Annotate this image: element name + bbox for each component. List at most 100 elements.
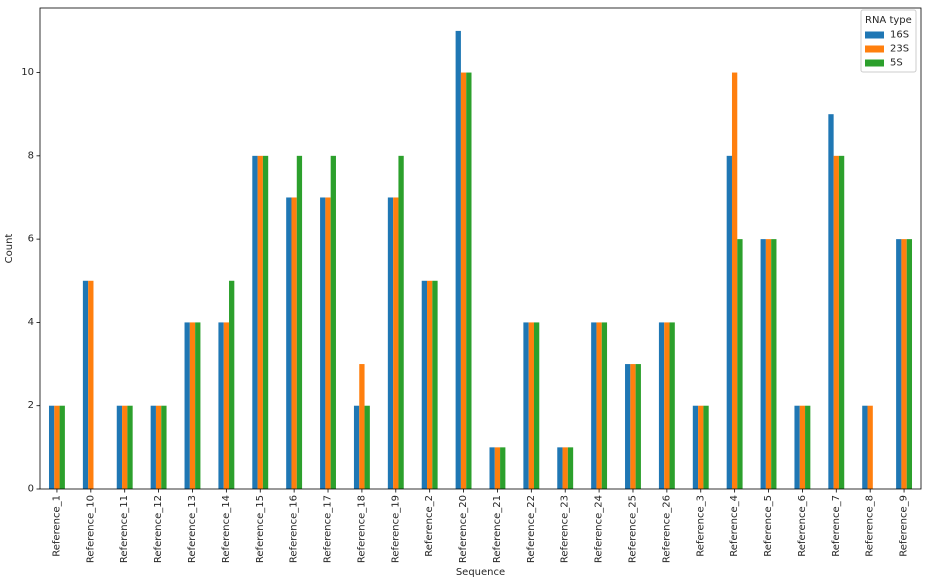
bar-5S-Reference_2 [432,280,438,489]
bar-23S-Reference_19 [393,197,399,490]
bar-23S-Reference_2 [427,280,433,489]
x-axis-ticks: Reference_1 Reference_10 Reference_11 Refer… [51,489,910,563]
bar-16S-Reference_10 [82,280,89,489]
legend-swatch-5S [865,59,884,67]
plot-frame [39,7,922,490]
bar-5S-Reference_14 [229,280,235,489]
x-axis-label: Sequence [456,567,505,578]
bar-23S-Reference_18 [359,364,365,489]
y-tick-label: 2 [28,400,34,411]
x-tick-label: Reference_9 [899,495,910,557]
x-tick-label: Reference_21 [492,495,503,563]
bar-16S-Reference_6 [794,405,800,489]
legend-swatch-16S [865,31,884,39]
legend-swatch-23S [865,45,884,53]
bar-23S-Reference_10 [88,280,94,489]
bar-23S-Reference_22 [528,322,534,489]
bar-23S-Reference_17 [325,197,331,490]
x-tick-label: Reference_10 [85,495,96,563]
x-tick-label: Reference_23 [560,495,571,563]
bar-5S-Reference_18 [364,405,370,489]
legend-label-5S: 5S [890,58,903,69]
bar-5S-Reference_9 [906,239,913,489]
bar-5S-Reference_11 [127,405,133,489]
bar-23S-Reference_11 [122,405,128,489]
bar-23S-Reference_16 [291,197,297,490]
y-tick-label: 6 [28,234,34,245]
x-tick-label: Reference_3 [695,495,706,557]
bar-16S-Reference_22 [523,322,529,489]
x-tick-label: Reference_18 [356,495,367,563]
x-tick-label: Reference_6 [797,495,808,557]
bar-23S-Reference_5 [765,239,772,489]
x-tick-label: Reference_26 [661,495,672,563]
bar-5S-Reference_16 [296,155,303,489]
legend-title: RNA type [865,15,912,26]
bar-23S-Reference_7 [833,155,839,489]
bar-23S-Reference_13 [189,322,196,489]
bar-5S-Reference_20 [466,72,472,490]
x-tick-label: Reference_19 [390,495,401,563]
bar-5S-Reference_13 [195,322,201,489]
x-tick-label: Reference_20 [458,495,469,563]
x-tick-label: Reference_4 [729,495,740,557]
y-tick-label: 10 [21,67,34,78]
bar-16S-Reference_13 [184,322,190,489]
bar-16S-Reference_1 [48,405,55,489]
y-tick-label: 8 [28,150,34,161]
bar-16S-Reference_3 [692,405,699,489]
bar-5S-Reference_22 [533,322,540,489]
bar-23S-Reference_4 [731,72,738,490]
y-tick-label: 0 [28,484,34,495]
bar-5S-Reference_5 [771,239,777,489]
bar-23S-Reference_24 [596,322,602,489]
bar-23S-Reference_23 [562,447,568,489]
y-tick-label: 4 [28,317,34,328]
bar-16S-Reference_20 [455,30,461,490]
bar-5S-Reference_23 [567,447,574,489]
bar-5S-Reference_25 [635,364,641,489]
bar-16S-Reference_9 [896,239,902,489]
x-tick-label: Reference_14 [221,495,232,563]
x-tick-label: Reference_17 [323,495,334,563]
bar-23S-Reference_26 [664,322,670,489]
bar-23S-Reference_6 [799,405,806,489]
y-axis-ticks: 0 2 4 6 8 10 [21,67,40,495]
bar-23S-Reference_8 [867,405,873,489]
bar-16S-Reference_8 [862,405,868,489]
x-tick-label: Reference_24 [594,495,605,563]
bar-23S-Reference_14 [223,322,230,489]
bar-23S-Reference_21 [494,447,501,489]
legend: RNA type 16S 23S 5S [860,9,917,73]
bar-5S-Reference_7 [838,155,845,489]
bar-16S-Reference_11 [116,405,123,489]
bar-23S-Reference_12 [155,405,162,489]
x-tick-label: Reference_12 [153,495,164,563]
bar-5S-Reference_26 [669,322,675,489]
x-tick-label: Reference_2 [424,495,435,557]
bar-16S-Reference_23 [557,447,563,489]
bars-group [48,30,913,490]
bar-16S-Reference_19 [387,197,394,490]
bar-16S-Reference_16 [286,197,292,490]
x-tick-label: Reference_16 [289,495,300,563]
bar-5S-Reference_6 [805,405,811,489]
bar-16S-Reference_21 [489,447,495,489]
bar-23S-Reference_1 [54,405,60,489]
x-tick-label: Reference_7 [831,495,842,557]
legend-label-16S: 16S [890,30,909,41]
bar-16S-Reference_15 [252,155,258,489]
x-tick-label: Reference_1 [51,495,62,557]
x-tick-label: Reference_25 [627,495,638,563]
bar-23S-Reference_9 [901,239,907,489]
bar-5S-Reference_4 [737,239,743,489]
legend-box [860,9,917,73]
bar-5S-Reference_1 [59,405,65,489]
bar-16S-Reference_24 [591,322,597,489]
bar-5S-Reference_21 [500,447,506,489]
x-tick-label: Reference_13 [187,495,198,563]
bar-16S-Reference_2 [421,280,428,489]
bar-5S-Reference_17 [330,155,336,489]
bar-16S-Reference_17 [320,197,326,490]
bar-5S-Reference_3 [703,405,709,489]
